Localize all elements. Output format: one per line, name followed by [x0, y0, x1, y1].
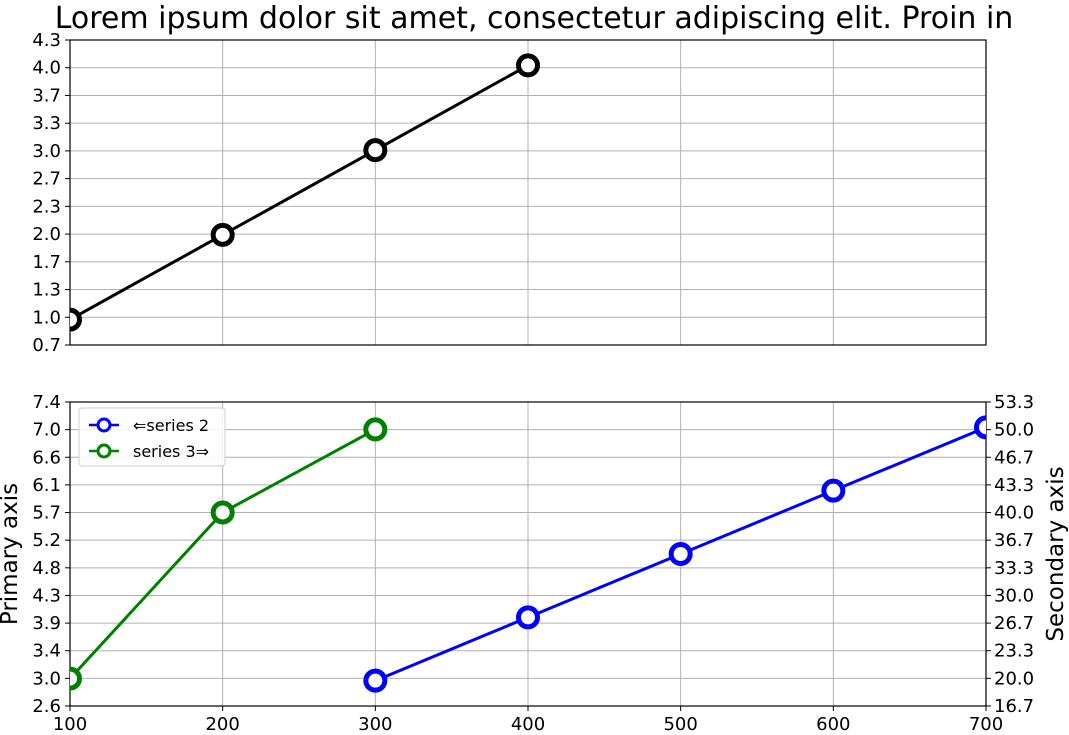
legend-marker-series-3	[96, 443, 112, 459]
primary-y-axis-label: Primary axis	[0, 483, 23, 625]
series-3-point	[70, 666, 82, 691]
y-tick-label: 6.1	[32, 475, 61, 496]
series-2-point	[821, 478, 846, 503]
series-2-point	[974, 415, 986, 440]
x-tick-label: 200	[205, 714, 239, 735]
series-1-point	[516, 53, 540, 78]
y-tick-label: 7.0	[32, 420, 61, 441]
y-tick-label: 3.4	[32, 641, 61, 662]
y-tick-label: 7.4	[32, 392, 61, 413]
secondary-y-axis-label: Secondary axis	[1043, 466, 1069, 641]
legend: ⇐series 2 series 3⇒	[78, 407, 226, 467]
y2-tick-label: 23.3	[994, 641, 1034, 662]
y2-tick-label: 50.0	[994, 420, 1034, 441]
y2-tick-label: 30.0	[994, 585, 1034, 606]
y-tick-label: 1.7	[32, 252, 61, 273]
x-tick-label: 600	[816, 714, 850, 735]
bottom-panel: 2.6 3.0 3.4 3.9 4.3 4.8 5.2 5.7 6.1 6.6 7.0 7.4 16.7…	[32, 392, 1034, 735]
series-1-point	[363, 138, 388, 163]
series-2-point	[516, 605, 540, 630]
series-1-line	[70, 64, 529, 321]
y2-tick-label: 33.3	[994, 558, 1034, 579]
y-tick-label: 4.8	[32, 558, 61, 579]
x-tick-label: 700	[969, 714, 1003, 735]
y2-tick-label: 36.7	[994, 530, 1034, 551]
y-tick-label: 3.7	[32, 85, 61, 106]
series-1-point	[70, 307, 82, 332]
legend-marker-series-2	[96, 417, 112, 433]
y-tick-label: 2.0	[32, 224, 61, 245]
x-tick-label: 400	[511, 714, 545, 735]
y2-tick-label: 53.3	[994, 392, 1034, 413]
series-2-point	[363, 668, 388, 693]
plot-frame	[69, 401, 987, 707]
series-3-point	[210, 500, 235, 525]
y-tick-label: 3.0	[32, 141, 61, 162]
y-tick-label: 2.6	[32, 696, 61, 717]
y-tick-label: 3.9	[32, 613, 61, 634]
y-tick-label: 2.7	[32, 169, 61, 190]
y-tick-label: 4.3	[32, 585, 61, 606]
series-1-point	[210, 222, 235, 247]
plot-frame	[69, 39, 987, 346]
y-tick-label: 2.3	[32, 196, 61, 217]
x-tick-label: 100	[53, 714, 87, 735]
x-tick-label: 300	[358, 714, 392, 735]
y2-tick-label: 16.7	[994, 696, 1034, 717]
y-tick-label: 1.3	[32, 280, 61, 301]
y-tick-label: 5.7	[32, 503, 61, 524]
y2-tick-label: 46.7	[994, 447, 1034, 468]
series-2-point	[668, 542, 693, 566]
y-tick-label: 3.0	[32, 668, 61, 689]
legend-label-series-3: series 3⇒	[133, 442, 209, 461]
y2-tick-label: 43.3	[994, 475, 1034, 496]
x-tick-label: 500	[663, 714, 697, 735]
y-tick-label: 5.2	[32, 530, 61, 551]
series-3-point	[363, 417, 388, 442]
y-tick-label: 6.6	[32, 447, 61, 468]
chart-title: Lorem ipsum dolor sit amet, consectetur …	[55, 1, 1014, 36]
top-panel: 0.7 1.0 1.3 1.7 2.0 2.3 2.7 3.0 3.3 3.7 4.0 4.3	[32, 30, 987, 356]
y-tick-label: 1.0	[32, 307, 61, 328]
y-tick-label: 4.0	[32, 58, 61, 79]
y2-tick-label: 20.0	[994, 668, 1034, 689]
y-tick-label: 3.3	[32, 113, 61, 134]
y-tick-label: 0.7	[32, 335, 61, 356]
legend-label-series-2: ⇐series 2	[133, 416, 209, 435]
y2-tick-label: 26.7	[994, 613, 1034, 634]
y-tick-label: 4.3	[32, 30, 61, 51]
y2-tick-label: 40.0	[994, 503, 1034, 524]
